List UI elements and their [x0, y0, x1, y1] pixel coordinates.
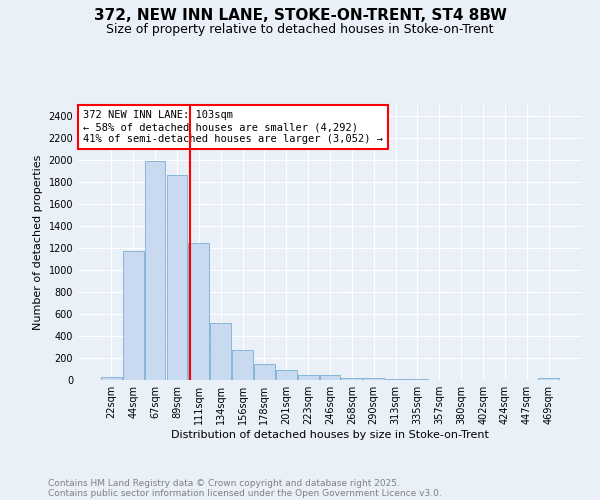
Y-axis label: Number of detached properties: Number of detached properties [33, 155, 43, 330]
Bar [188, 243, 209, 380]
Text: 372 NEW INN LANE: 103sqm
← 58% of detached houses are smaller (4,292)
41% of sem: 372 NEW INN LANE: 103sqm ← 58% of detach… [83, 110, 383, 144]
Bar [167, 176, 187, 380]
Bar [276, 370, 296, 380]
Text: Contains HM Land Registry data © Crown copyright and database right 2025.: Contains HM Land Registry data © Crown c… [48, 478, 400, 488]
Bar [341, 378, 362, 380]
Text: 372, NEW INN LANE, STOKE-ON-TRENT, ST4 8BW: 372, NEW INN LANE, STOKE-ON-TRENT, ST4 8… [94, 8, 506, 22]
Text: Size of property relative to detached houses in Stoke-on-Trent: Size of property relative to detached ho… [106, 22, 494, 36]
Bar [210, 323, 231, 380]
Bar [538, 378, 559, 380]
Bar [254, 364, 275, 380]
Bar [232, 350, 253, 380]
Bar [298, 375, 319, 380]
Bar [123, 252, 143, 380]
Bar [145, 161, 166, 380]
Bar [101, 377, 122, 380]
Bar [320, 375, 340, 380]
Text: Contains public sector information licensed under the Open Government Licence v3: Contains public sector information licen… [48, 488, 442, 498]
X-axis label: Distribution of detached houses by size in Stoke-on-Trent: Distribution of detached houses by size … [171, 430, 489, 440]
Bar [364, 378, 384, 380]
